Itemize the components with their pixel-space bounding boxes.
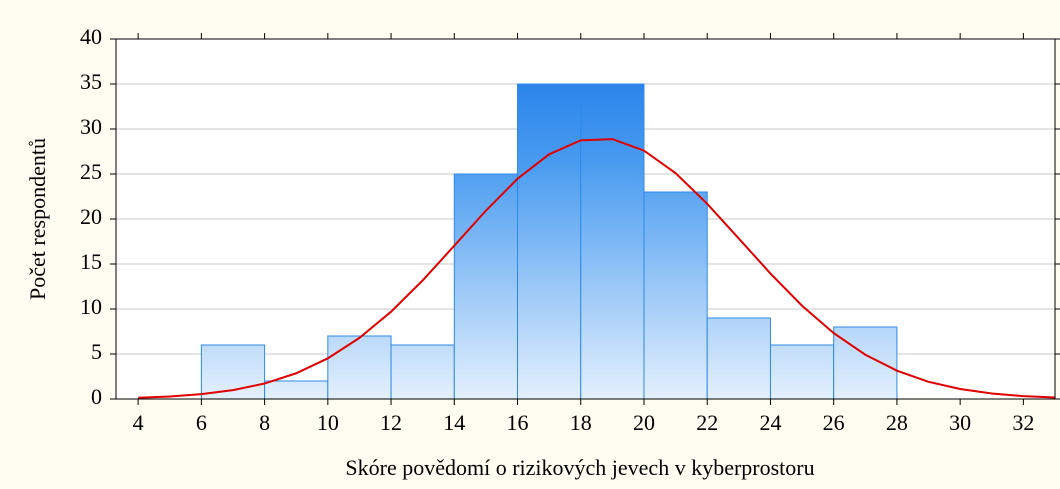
y-tick-label: 35 (80, 69, 102, 94)
y-tick-label: 30 (80, 114, 102, 139)
y-tick-label: 10 (80, 294, 102, 319)
bar (706, 317, 771, 400)
x-tick-label: 30 (949, 410, 971, 435)
x-tick-label: 12 (380, 410, 402, 435)
bar (453, 173, 519, 400)
bar (264, 380, 329, 400)
bar (833, 326, 898, 400)
x-tick-label: 18 (570, 410, 592, 435)
fitted-curve (138, 138, 1056, 399)
bar (327, 335, 392, 400)
bar (517, 83, 582, 400)
x-tick-label: 26 (823, 410, 845, 435)
plot-frame (115, 38, 1056, 400)
x-tick-label: 28 (886, 410, 908, 435)
x-tick-label: 8 (259, 410, 270, 435)
x-tick-label: 24 (759, 410, 781, 435)
x-axis-label: Skóre povědomí o rizikových jevech v kyb… (345, 455, 814, 480)
bar (390, 344, 455, 400)
x-tick-label: 4 (133, 410, 144, 435)
x-tick-label: 14 (443, 410, 465, 435)
y-tick-label: 0 (91, 384, 102, 409)
bar (769, 344, 835, 400)
y-tick-label: 20 (80, 204, 102, 229)
bar (580, 83, 645, 400)
x-tick-label: 16 (507, 410, 529, 435)
bar (643, 191, 708, 400)
x-tick-label: 6 (196, 410, 207, 435)
y-tick-label: 15 (80, 249, 102, 274)
x-tick-label: 20 (633, 410, 655, 435)
x-tick-label: 22 (696, 410, 718, 435)
y-tick-label: 5 (91, 339, 102, 364)
x-tick-label: 32 (1012, 410, 1034, 435)
y-axis-label: Počet respondentů (25, 138, 50, 300)
x-tick-label: 10 (317, 410, 339, 435)
y-tick-label: 25 (80, 159, 102, 184)
y-tick-label: 40 (80, 24, 102, 49)
